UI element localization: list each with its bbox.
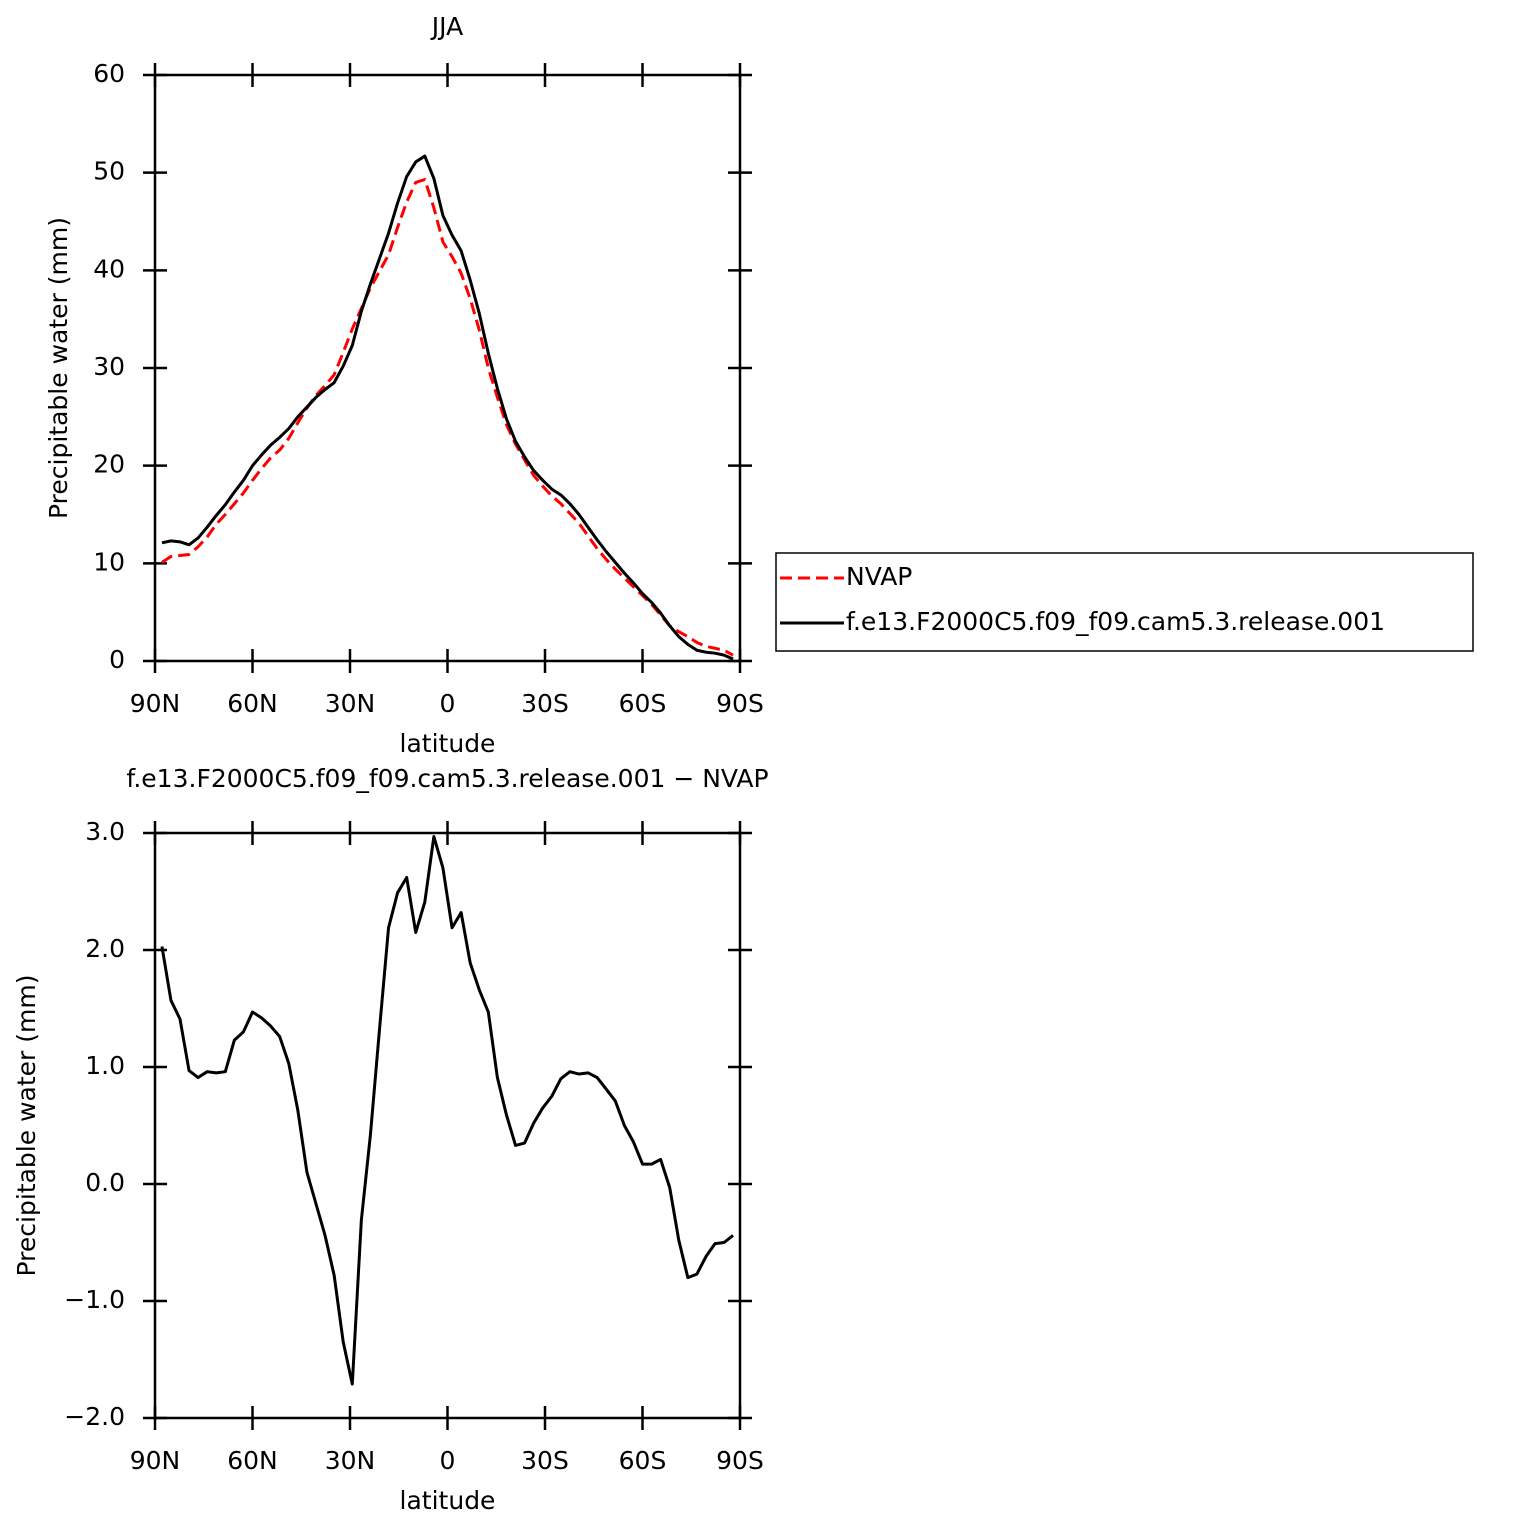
y-tick-label: 30 xyxy=(93,352,125,381)
y-tick-label: 2.0 xyxy=(85,934,125,963)
plot-frame xyxy=(153,831,742,1420)
x-axis-label: latitude xyxy=(400,1486,496,1515)
x-tick-label: 60S xyxy=(619,1446,667,1475)
x-tick-label: 30S xyxy=(521,1446,569,1475)
y-tick-label: 3.0 xyxy=(85,817,125,846)
x-tick-label: 90S xyxy=(716,1446,764,1475)
x-axis-label: latitude xyxy=(400,729,496,758)
x-tick-label: 60N xyxy=(227,689,278,718)
legend-label: f.e13.F2000C5.f09_f09.cam5.3.release.001 xyxy=(846,607,1385,636)
x-tick-label: 30S xyxy=(521,689,569,718)
x-tick-label: 90N xyxy=(130,1446,181,1475)
y-tick-label: −2.0 xyxy=(64,1402,125,1431)
y-tick-label: 10 xyxy=(93,547,125,576)
x-tick-label: 90N xyxy=(130,689,181,718)
chart-title: f.e13.F2000C5.f09_f09.cam5.3.release.001… xyxy=(126,764,768,793)
y-axis-label: Precipitable water (mm) xyxy=(12,975,41,1277)
y-axis-label: Precipitable water (mm) xyxy=(44,217,73,519)
y-tick-label: 40 xyxy=(93,254,125,283)
x-tick-label: 30N xyxy=(325,689,376,718)
data-line xyxy=(161,178,734,657)
y-tick-label: −1.0 xyxy=(64,1285,125,1314)
x-tick-label: 0 xyxy=(440,689,456,718)
x-tick-label: 60N xyxy=(227,1446,278,1475)
data-line xyxy=(160,835,734,1386)
data-line xyxy=(161,154,734,661)
legend-label: NVAP xyxy=(846,562,912,591)
y-tick-label: 60 xyxy=(93,59,125,88)
y-tick-label: 50 xyxy=(93,157,125,186)
y-tick-label: 20 xyxy=(93,450,125,479)
x-tick-label: 30N xyxy=(325,1446,376,1475)
plot-frame xyxy=(153,73,742,663)
y-tick-label: 0 xyxy=(109,645,125,674)
legend-box xyxy=(775,552,1474,652)
y-tick-label: 1.0 xyxy=(85,1051,125,1080)
x-tick-label: 0 xyxy=(440,1446,456,1475)
chart-title: JJA xyxy=(430,12,463,41)
x-tick-label: 90S xyxy=(716,689,764,718)
y-tick-label: 0.0 xyxy=(85,1168,125,1197)
x-tick-label: 60S xyxy=(619,689,667,718)
